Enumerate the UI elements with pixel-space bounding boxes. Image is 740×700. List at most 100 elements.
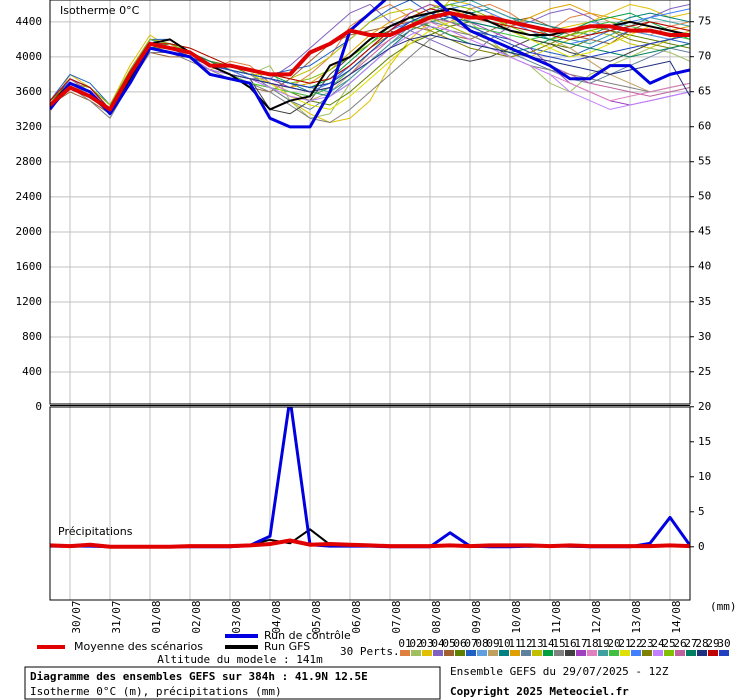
legend-label: 22: [629, 637, 642, 650]
y-tick-label: 400: [22, 365, 42, 378]
legend-label: 14: [541, 637, 555, 650]
x-tick-label: 06/08: [350, 600, 363, 633]
legend-label: 30: [717, 637, 730, 650]
legend-label: 15: [552, 637, 565, 650]
precip-plot: [50, 407, 690, 549]
legend-label: 30 Perts.: [340, 645, 400, 658]
legend-swatch: [532, 650, 542, 656]
legend-swatch: [587, 650, 597, 656]
y2-tick-label: 35: [698, 295, 711, 308]
grid: [50, 0, 690, 600]
x-tick-label: 31/07: [110, 600, 123, 633]
legend-swatch: [598, 650, 608, 656]
legend-label: 26: [673, 637, 686, 650]
legend-swatch: [400, 650, 410, 656]
y-tick-label: 4400: [16, 15, 43, 28]
x-tick-label: 30/07: [70, 600, 83, 633]
y-tick-label: 1200: [16, 295, 43, 308]
altitude-line: [50, 17, 690, 115]
chart-subtitle: Isotherme 0°C (m), précipitations (mm): [30, 685, 282, 698]
x-tick-label: 02/08: [190, 600, 203, 633]
legend-swatch: [510, 650, 520, 656]
legend-swatch: [708, 650, 718, 656]
y2-tick-label: 15: [698, 435, 711, 448]
y-tick-label: 800: [22, 330, 42, 343]
legend-label: Run de contrôle: [264, 629, 351, 642]
copyright: Copyright 2025 Meteociel.fr: [450, 685, 629, 698]
legend-label: 03: [420, 637, 433, 650]
legend-swatch: [422, 650, 432, 656]
y-tick-label: 2400: [16, 190, 43, 203]
x-tick-label: 13/08: [630, 600, 643, 633]
legend-swatch: [554, 650, 564, 656]
legend-label: 01: [398, 637, 411, 650]
legend-swatch: [719, 650, 729, 656]
precip-line: [50, 538, 690, 549]
run-info: Ensemble GEFS du 29/07/2025 - 12Z: [450, 665, 669, 678]
legend-swatch: [653, 650, 663, 656]
legend-label: 27: [684, 637, 697, 650]
x-tick-label: 12/08: [590, 600, 603, 633]
y2-tick-label: 0: [698, 540, 705, 553]
legend-label: Run GFS: [264, 640, 310, 653]
y2-tick-label: 55: [698, 155, 711, 168]
legend-label: 10: [497, 637, 510, 650]
chart-title: Diagramme des ensembles GEFS sur 384h : …: [30, 670, 368, 683]
y2-tick-label: 40: [698, 260, 711, 273]
legend-label: 18: [585, 637, 598, 650]
x-tick-label: 07/08: [390, 600, 403, 633]
top-panel-frame: [49, 0, 691, 405]
legend-label: 06: [453, 637, 466, 650]
altitude-plot: [50, 0, 690, 129]
legend-swatch: [620, 650, 630, 656]
y2-tick-label: 30: [698, 330, 711, 343]
legend-label: 05: [442, 637, 455, 650]
x-tick-label: 14/08: [670, 600, 683, 633]
legend-swatch: [411, 650, 421, 656]
y2-tick-label: 20: [698, 400, 711, 413]
legend-swatch: [631, 650, 641, 656]
legend-swatch: [664, 650, 674, 656]
legend: Moyenne des scénarios Run de contrôleRun …: [37, 629, 731, 656]
legend-label: 11: [508, 637, 521, 650]
y-tick-label: 3200: [16, 120, 43, 133]
x-tick-label: 04/08: [270, 600, 283, 633]
legend-swatch: [444, 650, 454, 656]
y-tick-label: 0: [35, 400, 42, 413]
x-tick-label: 11/08: [550, 600, 563, 633]
legend-label: 25: [662, 637, 675, 650]
x-tick-label: 09/08: [470, 600, 483, 633]
legend-label: 02: [409, 637, 422, 650]
legend-swatch: [675, 650, 685, 656]
y2-tick-label: 25: [698, 365, 711, 378]
x-tick-label: 01/08: [150, 600, 163, 633]
y2-tick-label: 50: [698, 190, 711, 203]
y2-tick-label: 75: [698, 15, 711, 28]
panel-label: Isotherme 0°C: [60, 4, 140, 17]
legend-swatch: [686, 650, 696, 656]
x-tick-label: 05/08: [310, 600, 323, 633]
legend-swatch: [642, 650, 652, 656]
y2-tick-label: 60: [698, 120, 711, 133]
altitude-line: [50, 0, 690, 129]
altitude-line: [50, 3, 690, 110]
legend-swatch: [609, 650, 619, 656]
legend-label: 13: [530, 637, 543, 650]
y2-tick-label: 70: [698, 50, 711, 63]
legend-label: 20: [607, 637, 620, 650]
legend-label: 07: [464, 637, 477, 650]
x-tick-label: 10/08: [510, 600, 523, 633]
panel-label: Précipitations: [58, 525, 133, 538]
legend-label: 08: [475, 637, 488, 650]
legend-swatch: [565, 650, 575, 656]
legend-label: 19: [596, 637, 609, 650]
x-tick-label: 08/08: [430, 600, 443, 633]
model-altitude: Altitude du modele : 141m: [157, 653, 323, 666]
y-tick-label: 2000: [16, 225, 43, 238]
legend-swatch: [499, 650, 509, 656]
legend-swatch: [697, 650, 707, 656]
legend-swatch: [433, 650, 443, 656]
title-box: [24, 666, 441, 700]
legend-label: 21: [618, 637, 631, 650]
